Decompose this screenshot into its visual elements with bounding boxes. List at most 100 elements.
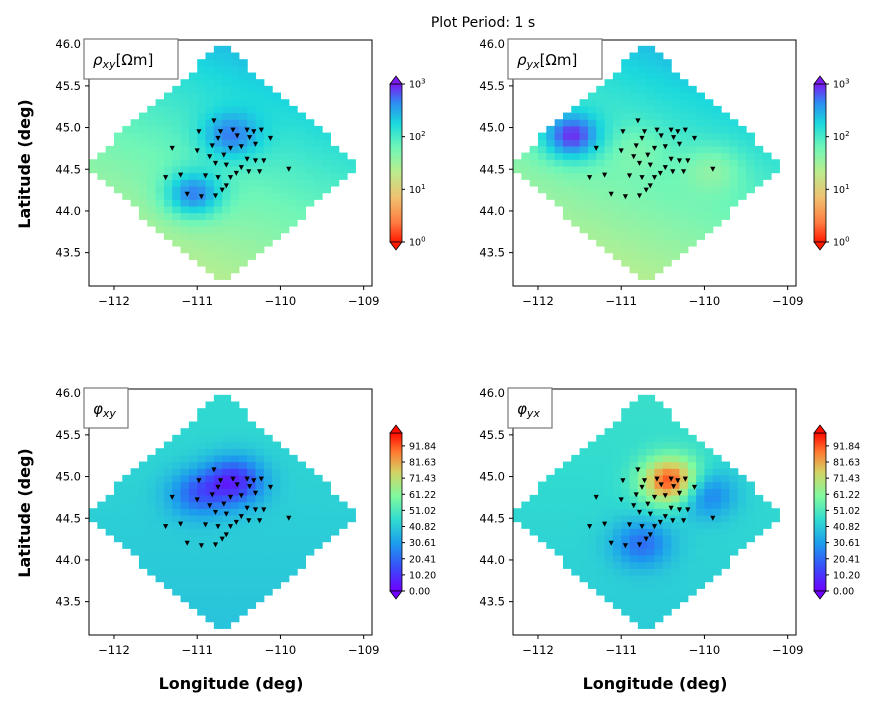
station-marker xyxy=(251,129,257,135)
heatmap-cell xyxy=(305,468,315,476)
heatmap-cell xyxy=(562,508,572,516)
heatmap-cell xyxy=(147,145,157,154)
heatmap-cell xyxy=(272,568,282,576)
heatmap-cell xyxy=(297,152,307,160)
heatmap-cell xyxy=(147,501,157,509)
heatmap-cell xyxy=(147,219,157,227)
heatmap-cell xyxy=(654,514,664,523)
heatmap-cell xyxy=(288,199,298,207)
heatmap-cell xyxy=(587,105,597,114)
heatmap-cell xyxy=(163,199,173,207)
heatmap-cell xyxy=(205,548,215,556)
heatmap-cell xyxy=(621,474,631,483)
colorbar-extend-bottom xyxy=(389,590,403,600)
heatmap-cell xyxy=(97,508,107,516)
heatmap-cell xyxy=(188,454,198,463)
heatmap-cell xyxy=(629,112,639,120)
heatmap-cell xyxy=(654,414,664,423)
heatmap-cell xyxy=(562,514,572,523)
heatmap-cell xyxy=(297,501,307,509)
heatmap-cell xyxy=(746,481,755,489)
heatmap-cell xyxy=(163,488,173,496)
heatmap-cell xyxy=(263,514,273,523)
station-marker xyxy=(267,484,274,490)
heatmap-cell xyxy=(712,119,722,127)
heatmap-cell xyxy=(188,461,198,469)
station-marker xyxy=(233,519,239,525)
heatmap-cell xyxy=(571,219,581,227)
heatmap-cell xyxy=(612,588,622,596)
heatmap-cell xyxy=(172,461,182,469)
heatmap-cell xyxy=(654,219,664,227)
heatmap-cell xyxy=(737,488,747,496)
heatmap-cell xyxy=(662,219,672,227)
heatmap-cell xyxy=(637,434,647,443)
heatmap-cell xyxy=(687,105,697,114)
heatmap-cell xyxy=(172,179,182,187)
heatmap-cell xyxy=(596,581,606,589)
heatmap-cell xyxy=(546,514,556,523)
heatmap-cell xyxy=(671,145,681,154)
heatmap-cell xyxy=(546,481,556,489)
heatmap-cell xyxy=(247,252,257,260)
heatmap-cell xyxy=(604,441,614,449)
heatmap-cell xyxy=(687,554,697,563)
heatmap-cell xyxy=(263,521,273,529)
heatmap-cell xyxy=(138,205,148,214)
heatmap-cell xyxy=(704,199,714,207)
heatmap-cell xyxy=(629,179,639,187)
heatmap-cell xyxy=(222,65,232,74)
heatmap-cell xyxy=(537,488,547,496)
heatmap-cell xyxy=(637,568,647,576)
heatmap-cell xyxy=(222,601,232,609)
heatmap-cell xyxy=(704,554,714,563)
heatmap-cell xyxy=(712,205,722,214)
heatmap-cell xyxy=(687,508,697,516)
heatmap-cell xyxy=(138,488,148,496)
heatmap-cell xyxy=(280,152,290,160)
heatmap-cell xyxy=(230,574,240,583)
heatmap-cell xyxy=(721,488,731,496)
heatmap-cell xyxy=(604,528,614,536)
heatmap-cell xyxy=(205,139,215,147)
heatmap-cell xyxy=(205,265,215,274)
heatmap-cell xyxy=(629,145,639,154)
heatmap-cell xyxy=(546,192,556,200)
heatmap-cell xyxy=(554,488,564,496)
heatmap-cell xyxy=(213,219,223,227)
heatmap-cell xyxy=(629,601,639,609)
heatmap-cell xyxy=(213,199,223,207)
heatmap-cell xyxy=(746,159,755,167)
heatmap-cell xyxy=(122,534,132,543)
heatmap-cell xyxy=(729,534,739,543)
heatmap-cell xyxy=(230,494,240,503)
heatmap-cell xyxy=(155,132,165,140)
colorbar-extend-top xyxy=(813,75,827,85)
heatmap-cell xyxy=(696,225,706,234)
heatmap-cell xyxy=(646,401,656,409)
heatmap-cell xyxy=(696,199,706,207)
heatmap-cell xyxy=(113,172,123,180)
heatmap-cell xyxy=(172,159,182,167)
heatmap-cell xyxy=(272,468,282,476)
heatmap-cell xyxy=(197,225,207,234)
heatmap-cell xyxy=(205,259,215,267)
heatmap-cell xyxy=(130,534,140,543)
heatmap-cell xyxy=(654,99,664,107)
heatmap-cell xyxy=(197,574,207,583)
heatmap-cell xyxy=(247,534,257,543)
heatmap-cell xyxy=(188,252,198,260)
heatmap-cell xyxy=(163,105,173,114)
heatmap-cell xyxy=(629,125,639,134)
heatmap-cell xyxy=(604,219,614,227)
heatmap-cell xyxy=(147,474,157,483)
heatmap-cell xyxy=(671,225,681,234)
heatmap-cell xyxy=(662,152,672,160)
heatmap-cell xyxy=(255,494,265,503)
heatmap-cell xyxy=(172,239,182,247)
station-marker xyxy=(710,166,716,172)
heatmap-cell xyxy=(679,461,689,469)
heatmap-cell xyxy=(671,159,681,167)
heatmap-cell xyxy=(704,574,714,583)
heatmap-cell xyxy=(596,588,606,596)
